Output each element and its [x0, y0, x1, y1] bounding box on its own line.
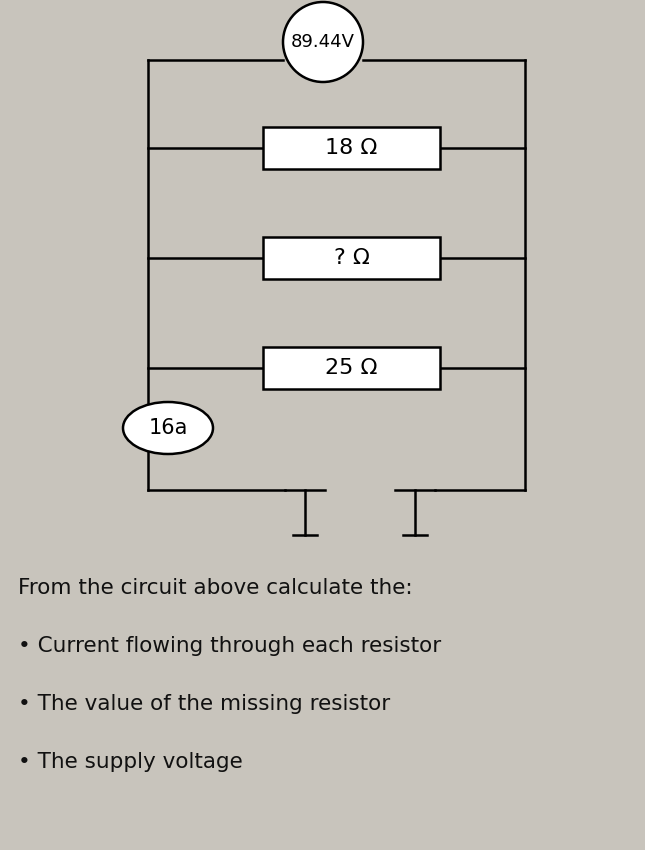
Circle shape	[283, 2, 363, 82]
Text: 18 Ω: 18 Ω	[325, 138, 378, 158]
Bar	[263, 347, 440, 389]
Bar	[263, 127, 440, 169]
Bar	[263, 237, 440, 279]
Text: • The supply voltage: • The supply voltage	[18, 752, 243, 772]
Text: From the circuit above calculate the:: From the circuit above calculate the:	[18, 578, 413, 598]
Ellipse shape	[123, 402, 213, 454]
Text: • Current flowing through each resistor: • Current flowing through each resistor	[18, 636, 441, 656]
Text: 25 Ω: 25 Ω	[325, 358, 378, 378]
Text: • The value of the missing resistor: • The value of the missing resistor	[18, 694, 390, 714]
Text: 16a: 16a	[148, 418, 188, 438]
Text: ? Ω: ? Ω	[333, 248, 370, 268]
Text: 89.44V: 89.44V	[291, 33, 355, 51]
